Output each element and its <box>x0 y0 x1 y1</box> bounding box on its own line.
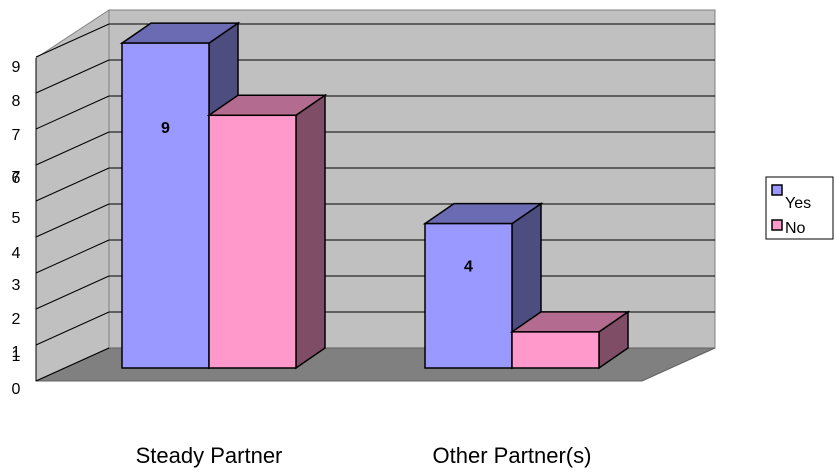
y-tick-label: 5 <box>12 210 21 227</box>
bar <box>511 331 600 369</box>
gridline-side <box>35 95 110 130</box>
y-tick-label: 9 <box>12 59 21 76</box>
gridline-side <box>35 239 110 274</box>
y-tick-label: 3 <box>12 277 21 294</box>
bar <box>208 114 297 369</box>
data-labels: 94 <box>161 120 473 276</box>
y-tick-label: 6 <box>12 170 21 187</box>
x-axis-categories: Steady Partner Other Partner(s) <box>136 443 592 468</box>
bar <box>424 222 513 369</box>
bar-side <box>295 93 326 370</box>
y-tick-label: 8 <box>12 93 21 110</box>
gridline-side <box>35 311 110 346</box>
y-tick-label: 7 <box>12 169 21 186</box>
legend-label: No <box>785 220 806 237</box>
x-category-label: Other Partner(s) <box>433 443 592 468</box>
side-wall <box>35 9 110 382</box>
legend-swatch <box>771 184 783 196</box>
gridline-side <box>35 23 110 58</box>
y-tick-label: 4 <box>12 245 21 262</box>
bar <box>121 42 210 369</box>
y-tick-label: 2 <box>12 311 21 328</box>
gridline-side <box>35 59 110 94</box>
gridline-side <box>35 167 110 202</box>
y-tick-label: 1 <box>12 344 21 361</box>
legend-swatch <box>771 219 783 231</box>
x-category-label: Steady Partner <box>136 443 283 468</box>
legend-label: Yes <box>785 195 811 212</box>
y-tick-label: 0 <box>12 381 21 398</box>
gridline-side <box>35 347 110 382</box>
y-tick-label: 7 <box>12 127 21 144</box>
bars <box>119 21 631 370</box>
gridline-side <box>35 203 110 238</box>
gridline-side <box>35 131 110 166</box>
data-label: 4 <box>464 259 473 276</box>
data-label: 9 <box>161 120 170 137</box>
y-tick-label: 1 <box>12 348 21 365</box>
legend: Yes No <box>765 176 834 240</box>
gridline-side <box>35 275 110 310</box>
